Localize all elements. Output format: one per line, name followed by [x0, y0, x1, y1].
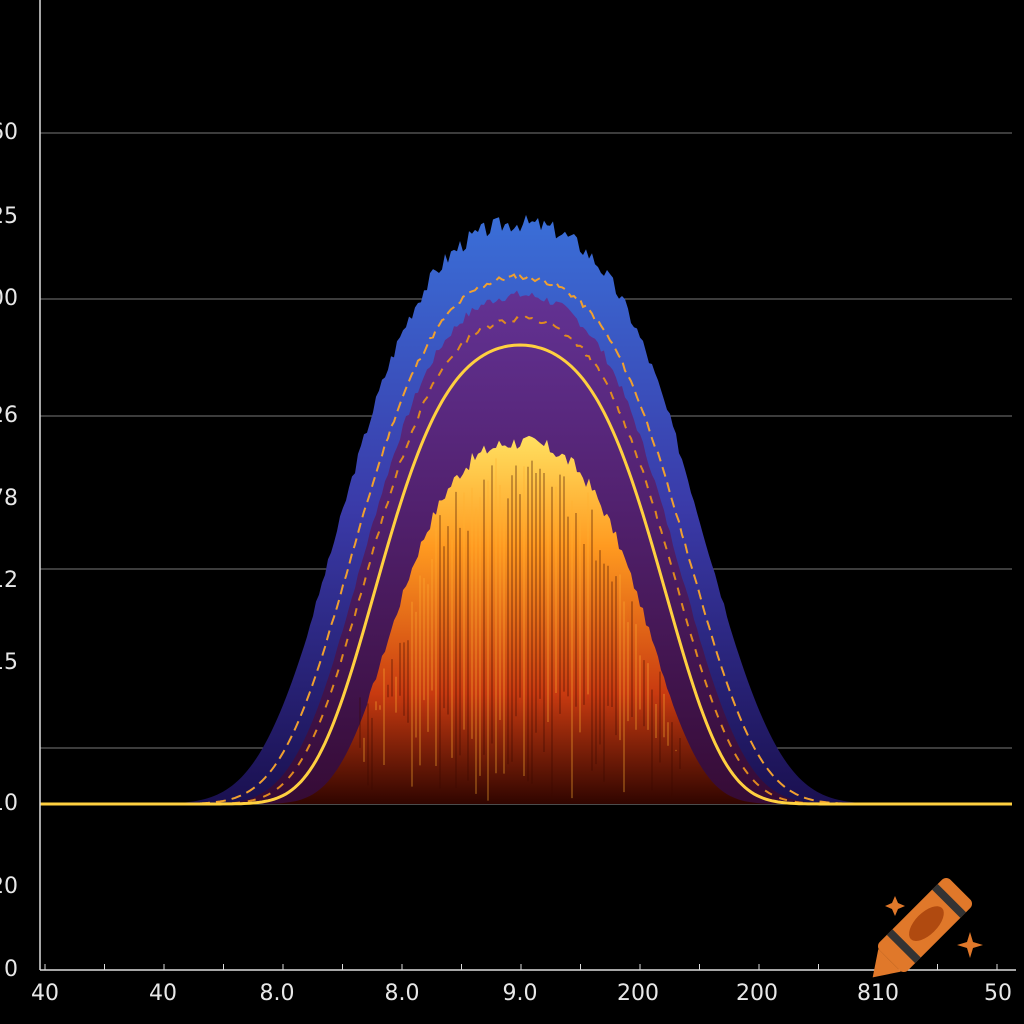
x-tick-label: 8.0	[260, 981, 295, 1006]
x-tick-label: 40	[149, 981, 177, 1006]
curves	[40, 214, 1012, 806]
x-tick-label: 810	[857, 981, 899, 1006]
x-tick-label: 200	[736, 981, 778, 1006]
logo	[872, 877, 973, 978]
x-tick-label: 40	[31, 981, 59, 1006]
y-tick-label: 10	[0, 791, 18, 816]
x-tick-label: 9.0	[503, 981, 538, 1006]
y-tick-label: 25	[0, 204, 18, 229]
fire-area	[40, 435, 1012, 804]
y-tick-label: 60	[0, 120, 18, 145]
x-tick-label: 8.0	[385, 981, 420, 1006]
sparkle	[885, 896, 905, 916]
x-tick-label: 200	[617, 981, 659, 1006]
yellow-line	[40, 343, 1012, 806]
sparkle	[957, 932, 983, 958]
y-tick-label: 20	[0, 874, 18, 899]
y-tick-label: 78	[0, 486, 18, 511]
y-tick-label: 26	[0, 403, 18, 428]
y-tick-label: 0	[4, 957, 18, 982]
x-ticks	[44, 964, 998, 970]
y-tick-label: 12	[0, 568, 18, 593]
x-tick-label: 50	[984, 981, 1012, 1006]
labels: 602500267812151020040408.08.09.020020081…	[0, 120, 1012, 1006]
y-tick-label: 00	[0, 286, 18, 311]
y-tick-label: 15	[0, 650, 18, 675]
